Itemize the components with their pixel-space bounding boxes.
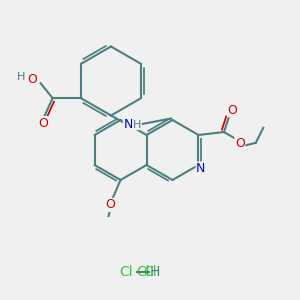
Text: Cl: Cl (136, 265, 150, 278)
Text: H: H (149, 265, 160, 279)
Text: O: O (27, 73, 37, 86)
Text: O: O (39, 117, 49, 130)
Text: N: N (196, 162, 206, 175)
Text: H: H (17, 72, 25, 82)
Text: O: O (235, 137, 245, 150)
Text: O: O (106, 198, 116, 212)
Text: O: O (227, 103, 237, 117)
Text: N: N (123, 118, 133, 131)
Text: H: H (133, 119, 141, 130)
Text: Cl: Cl (119, 265, 133, 279)
Text: Cl: Cl (143, 265, 157, 278)
